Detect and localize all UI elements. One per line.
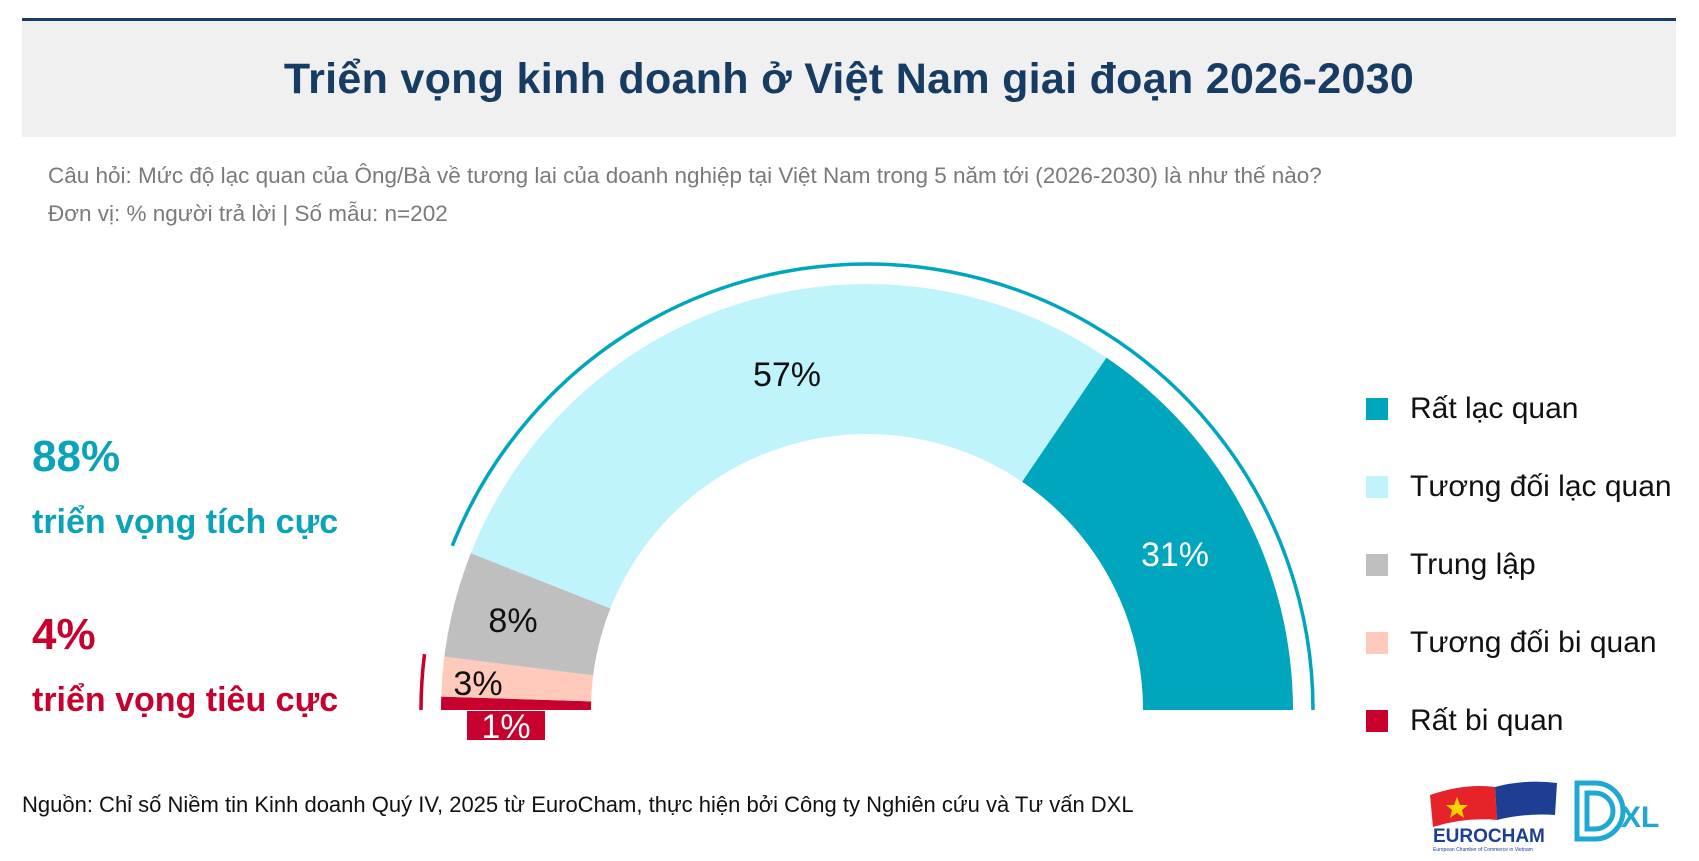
svg-text:European Chamber of Commerce i: European Chamber of Commerce in Vietnam [1433,847,1533,853]
page-title: Triển vọng kinh doanh ở Việt Nam giai đo… [283,54,1415,103]
svg-text:XL: XL [1621,801,1659,834]
header-band: Triển vọng kinh doanh ở Việt Nam giai đo… [22,21,1676,137]
legend-label: Tương đối bi quan [1410,626,1657,659]
segment-fairly-pessimistic [441,656,594,702]
legend: Rất lạc quan Tương đối lạc quan Trung lập T… [1366,370,1672,760]
legend-label: Rất lạc quan [1410,392,1579,425]
data-label-neutral: 8% [488,602,537,640]
svg-text:EUROCHAM: EUROCHAM [1433,826,1545,847]
legend-swatch [1366,476,1388,498]
data-label-very-pessimistic: 1% [481,708,530,746]
legend-item: Rất lạc quan [1366,370,1672,448]
logos: EUROCHAM European Chamber of Commerce in… [1430,780,1659,853]
legend-label: Trung lập [1410,548,1536,581]
positive-value: 88% [32,432,121,481]
question-text: Câu hỏi: Mức độ lạc quan của Ông/Bà về t… [48,163,1322,188]
legend-swatch [1366,710,1388,732]
eurocham-logo: EUROCHAM European Chamber of Commerce in… [1430,781,1557,853]
segment-very-pessimistic [441,696,592,710]
negative-outline-arc [419,653,427,711]
data-label-fairly-optimistic: 57% [753,356,821,394]
positive-label: triển vọng tích cực [32,503,339,541]
segment-neutral [444,553,611,676]
source-note: Nguồn: Chỉ số Niềm tin Kinh doanh Quý IV… [22,792,1134,817]
legend-label: Tương đối lạc quan [1410,470,1672,503]
negative-value: 4% [32,610,96,659]
legend-swatch [1366,554,1388,576]
unit-text: Đơn vị: % người trả lời | Số mẫu: n=202 [48,201,448,226]
legend-item: Tương đối bi quan [1366,604,1672,682]
label-box-very-pessimistic [467,711,545,740]
data-label-fairly-pessimistic: 3% [453,665,502,703]
top-rule [22,18,1676,21]
positive-outline-arc [450,262,1315,711]
legend-item: Rất bi quan [1366,682,1672,760]
legend-swatch [1366,632,1388,654]
dxl-logo: XL [1574,780,1659,842]
data-label-very-optimistic: 31% [1141,536,1209,574]
legend-label: Rất bi quan [1410,704,1564,737]
legend-item: Tương đối lạc quan [1366,448,1672,526]
negative-label: triển vọng tiêu cực [32,681,339,719]
segment-very-optimistic [1022,357,1293,710]
segment-fairly-optimistic [470,283,1107,609]
legend-item: Trung lập [1366,526,1672,604]
legend-swatch [1366,398,1388,420]
